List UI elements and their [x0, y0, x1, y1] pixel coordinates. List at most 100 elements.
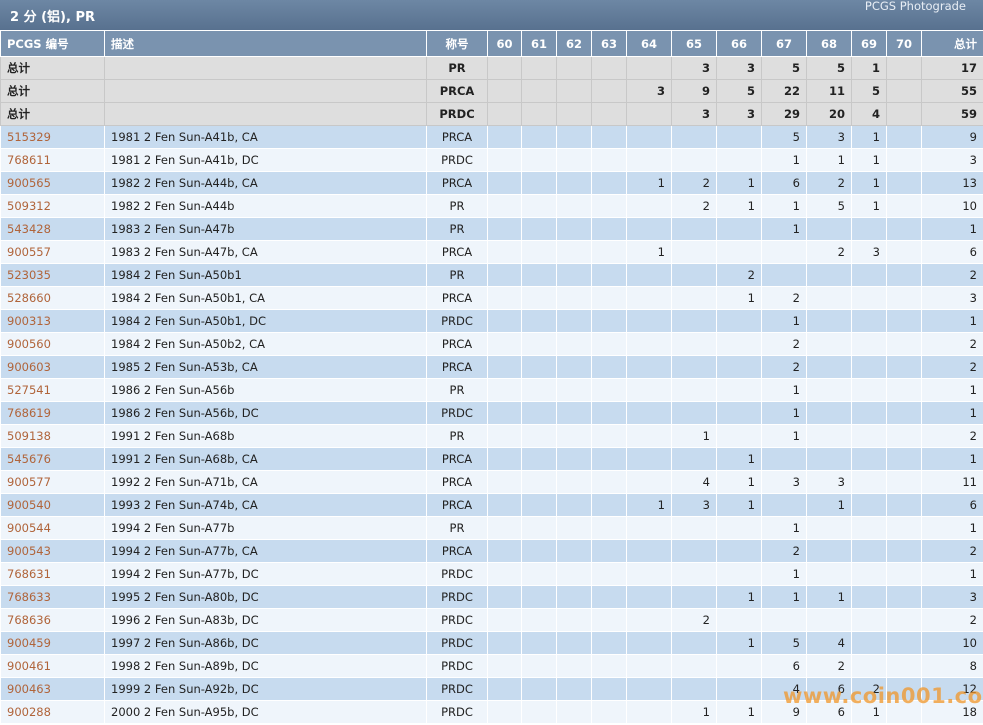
coin-link[interactable]: 900459 — [7, 636, 51, 650]
column-header: 66 — [716, 30, 762, 57]
coin-link[interactable]: 900313 — [7, 314, 51, 328]
cell: 1 — [851, 700, 887, 724]
cell: 900565 — [0, 171, 105, 195]
coin-link[interactable]: 523035 — [7, 268, 51, 282]
cell — [806, 378, 852, 402]
cell — [556, 263, 592, 287]
cell: 1 — [851, 148, 887, 172]
cell: 900577 — [0, 470, 105, 494]
column-header: 描述 — [104, 30, 427, 57]
cell — [521, 171, 557, 195]
cell: 1 — [851, 194, 887, 218]
cell: 11 — [921, 470, 983, 494]
coin-link[interactable]: 900543 — [7, 544, 51, 558]
cell — [521, 562, 557, 586]
cell: 4 — [806, 631, 852, 655]
subtitle[interactable]: PCGS Photograde — [864, 0, 966, 13]
cell — [851, 539, 887, 563]
coin-link[interactable]: 900565 — [7, 176, 51, 190]
cell — [556, 102, 592, 126]
coin-link[interactable]: 768636 — [7, 613, 51, 627]
coin-link[interactable]: 509312 — [7, 199, 51, 213]
cell: 总计 — [0, 79, 105, 103]
cell: 18 — [921, 700, 983, 724]
cell — [521, 355, 557, 379]
cell: 2 — [671, 608, 717, 632]
cell — [886, 700, 922, 724]
coin-link[interactable]: 527541 — [7, 383, 51, 397]
coin-link[interactable]: 900544 — [7, 521, 51, 535]
cell — [806, 608, 852, 632]
coin-link[interactable]: 900560 — [7, 337, 51, 351]
cell: 1 — [716, 470, 762, 494]
cell — [487, 217, 522, 241]
cell: 59 — [921, 102, 983, 126]
coin-link[interactable]: 900557 — [7, 245, 51, 259]
cell — [104, 56, 427, 80]
cell — [487, 56, 522, 80]
coin-link[interactable]: 900461 — [7, 659, 51, 673]
cell — [886, 677, 922, 701]
cell: 2 — [761, 355, 807, 379]
cell: PRCA — [426, 240, 488, 264]
cell: 1984 2 Fen Sun-A50b2, CA — [104, 332, 427, 356]
coin-link[interactable]: 528660 — [7, 291, 51, 305]
cell — [851, 493, 887, 517]
cell: 1994 2 Fen Sun-A77b, CA — [104, 539, 427, 563]
coin-link[interactable]: 768619 — [7, 406, 51, 420]
cell: 527541 — [0, 378, 105, 402]
cell — [761, 263, 807, 287]
cell — [487, 79, 522, 103]
data-row: 900544 1994 2 Fen Sun-A77b PR 1 1 — [0, 516, 983, 540]
coin-link[interactable]: 545676 — [7, 452, 51, 466]
cell — [671, 125, 717, 149]
cell: 900313 — [0, 309, 105, 333]
coin-link[interactable]: 900577 — [7, 475, 51, 489]
cell: 2 — [806, 171, 852, 195]
cell — [671, 217, 717, 241]
coin-link[interactable]: 768611 — [7, 153, 51, 167]
cell — [487, 447, 522, 471]
coin-link[interactable]: 768633 — [7, 590, 51, 604]
cell — [886, 608, 922, 632]
cell — [626, 470, 672, 494]
cell — [556, 309, 592, 333]
coin-link[interactable]: 543428 — [7, 222, 51, 236]
cell — [886, 217, 922, 241]
cell: 1992 2 Fen Sun-A71b, CA — [104, 470, 427, 494]
cell — [487, 102, 522, 126]
cell: 1 — [716, 700, 762, 724]
cell: 900540 — [0, 493, 105, 517]
coin-link[interactable]: 509138 — [7, 429, 51, 443]
cell: 1991 2 Fen Sun-A68b — [104, 424, 427, 448]
cell — [886, 194, 922, 218]
cell — [626, 631, 672, 655]
coin-link[interactable]: 900540 — [7, 498, 51, 512]
coin-link[interactable]: 900463 — [7, 682, 51, 696]
data-row: 900461 1998 2 Fen Sun-A89b, DC PRDC 6 2 8 — [0, 654, 983, 678]
cell: 1995 2 Fen Sun-A80b, DC — [104, 585, 427, 609]
cell — [851, 309, 887, 333]
cell — [716, 309, 762, 333]
cell: 509138 — [0, 424, 105, 448]
cell: PRCA — [426, 125, 488, 149]
cell — [521, 378, 557, 402]
coin-link[interactable]: 515329 — [7, 130, 51, 144]
title: 2 分 (铝), PR — [10, 10, 95, 25]
coin-link[interactable]: 900603 — [7, 360, 51, 374]
cell: 2 — [761, 286, 807, 310]
cell — [521, 677, 557, 701]
cell — [556, 631, 592, 655]
cell — [591, 332, 627, 356]
cell — [521, 631, 557, 655]
cell — [626, 286, 672, 310]
coin-link[interactable]: 900288 — [7, 705, 51, 719]
cell: 900288 — [0, 700, 105, 724]
cell — [851, 355, 887, 379]
cell: 3 — [761, 470, 807, 494]
cell: 2 — [671, 171, 717, 195]
coin-link[interactable]: 768631 — [7, 567, 51, 581]
cell — [626, 677, 672, 701]
cell — [716, 217, 762, 241]
cell — [591, 79, 627, 103]
